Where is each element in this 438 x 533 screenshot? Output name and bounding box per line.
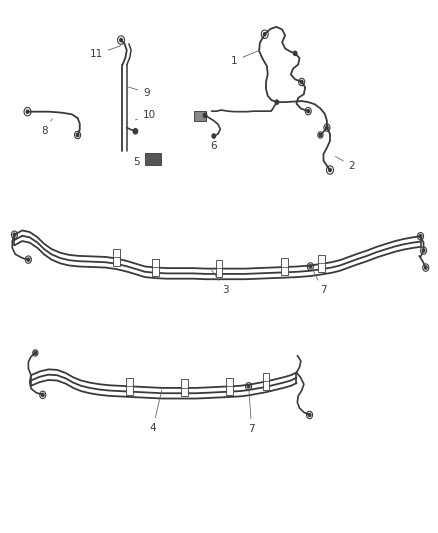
Text: 4: 4 <box>149 390 162 433</box>
Circle shape <box>319 133 322 136</box>
Circle shape <box>120 38 122 42</box>
Circle shape <box>247 385 250 388</box>
Circle shape <box>133 128 138 134</box>
Circle shape <box>263 33 266 36</box>
Bar <box>113 249 120 266</box>
Bar <box>181 379 187 397</box>
Text: 1: 1 <box>231 50 260 66</box>
Circle shape <box>424 266 427 269</box>
Text: 5: 5 <box>133 157 150 166</box>
Circle shape <box>13 233 16 236</box>
Bar <box>126 378 133 395</box>
Circle shape <box>275 100 279 104</box>
Text: 3: 3 <box>212 270 229 295</box>
Circle shape <box>300 80 303 84</box>
Bar <box>318 255 325 272</box>
Circle shape <box>325 126 328 129</box>
Circle shape <box>203 114 207 117</box>
Circle shape <box>212 134 215 138</box>
Circle shape <box>307 110 310 113</box>
FancyBboxPatch shape <box>194 111 206 120</box>
Text: 10: 10 <box>135 110 156 120</box>
Bar <box>215 260 223 277</box>
Text: 2: 2 <box>336 157 355 171</box>
Text: 11: 11 <box>90 46 120 59</box>
Text: 7: 7 <box>312 268 327 295</box>
Circle shape <box>26 110 29 114</box>
Circle shape <box>328 168 331 172</box>
Circle shape <box>293 51 297 55</box>
Text: 9: 9 <box>128 87 150 98</box>
Bar <box>262 373 269 390</box>
Text: 8: 8 <box>42 119 52 136</box>
Bar <box>152 259 159 276</box>
Text: 7: 7 <box>248 387 255 434</box>
Circle shape <box>422 249 425 252</box>
Circle shape <box>42 393 44 397</box>
Circle shape <box>419 235 422 238</box>
Circle shape <box>34 351 37 354</box>
Circle shape <box>309 265 312 268</box>
Circle shape <box>76 133 79 136</box>
Circle shape <box>308 414 311 417</box>
Bar <box>281 258 288 275</box>
Bar <box>145 152 161 165</box>
Text: 6: 6 <box>211 135 217 151</box>
Bar <box>226 378 233 395</box>
Circle shape <box>27 258 30 261</box>
